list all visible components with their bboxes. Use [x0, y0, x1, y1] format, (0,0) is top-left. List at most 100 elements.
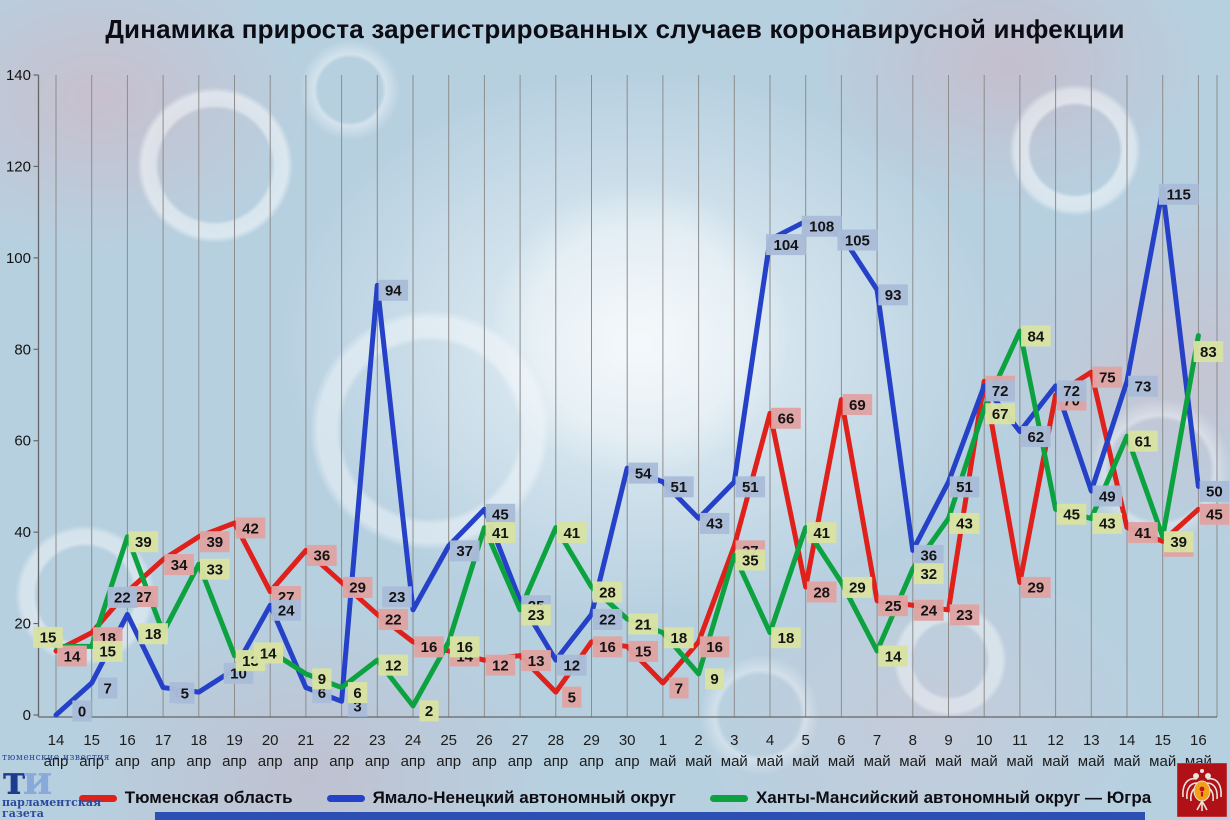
svg-text:9: 9 [318, 671, 326, 688]
svg-text:апр: апр [222, 753, 247, 770]
legend-swatch-blue [326, 794, 365, 802]
svg-text:22: 22 [333, 732, 350, 749]
svg-text:16: 16 [1190, 732, 1207, 749]
svg-text:апр: апр [186, 753, 211, 770]
svg-text:май: май [1042, 753, 1069, 770]
svg-text:120: 120 [6, 158, 31, 175]
svg-text:37: 37 [456, 543, 473, 560]
svg-text:24: 24 [278, 603, 295, 620]
svg-text:66: 66 [778, 411, 795, 428]
svg-text:май: май [828, 753, 855, 770]
svg-text:51: 51 [671, 479, 688, 496]
chart-legend: Тюменская область Ямало-Ненецкий автоном… [0, 788, 1230, 808]
svg-text:апр: апр [115, 753, 140, 770]
legend-label: Ямало-Ненецкий автономный округ [372, 788, 676, 807]
svg-text:23: 23 [956, 607, 973, 624]
legend-label: Тюменская область [124, 788, 293, 807]
svg-text:16: 16 [706, 639, 723, 656]
axes [37, 75, 1217, 718]
svg-text:41: 41 [563, 525, 580, 542]
svg-text:16: 16 [456, 639, 473, 656]
svg-text:51: 51 [956, 479, 973, 496]
svg-text:12: 12 [385, 657, 402, 674]
legend-swatch-red [78, 794, 117, 802]
svg-text:16: 16 [599, 639, 616, 656]
svg-text:май: май [1078, 753, 1105, 770]
svg-text:16: 16 [119, 732, 136, 749]
svg-text:11: 11 [1012, 732, 1028, 749]
svg-text:0: 0 [23, 707, 31, 724]
svg-text:2: 2 [694, 732, 702, 749]
svg-text:5: 5 [802, 732, 810, 749]
svg-text:май: май [1113, 753, 1140, 770]
svg-text:39: 39 [1170, 534, 1187, 551]
svg-text:апр: апр [44, 753, 69, 770]
svg-text:14: 14 [885, 648, 902, 665]
svg-text:апр: апр [258, 753, 283, 770]
svg-text:115: 115 [1167, 187, 1191, 204]
svg-text:41: 41 [492, 525, 509, 542]
newspaper-name-top: тюменские известия [2, 753, 110, 763]
svg-text:май: май [899, 753, 926, 770]
svg-text:25: 25 [440, 732, 457, 749]
svg-text:апр: апр [79, 753, 104, 770]
svg-text:20: 20 [14, 616, 31, 633]
page-title: Динамика прироста зарегистрированных слу… [105, 14, 1125, 44]
svg-text:19: 19 [226, 732, 243, 749]
svg-text:16: 16 [421, 639, 438, 656]
svg-text:5: 5 [568, 689, 576, 706]
svg-text:4: 4 [766, 732, 774, 749]
legend-item-hmao: Ханты-Мансийский автономный округ — Югра [709, 788, 1151, 808]
svg-text:28: 28 [547, 732, 564, 749]
x-axis-labels: 14апр15апр16апр17апр18апр19апр20апр21апр… [44, 732, 1212, 770]
legend-item-yanao: Ямало-Ненецкий автономный округ [326, 788, 676, 808]
svg-text:83: 83 [1200, 344, 1217, 361]
svg-text:105: 105 [845, 232, 870, 249]
legend-swatch-green [709, 794, 748, 802]
svg-text:18: 18 [671, 630, 688, 647]
svg-text:22: 22 [385, 612, 402, 629]
svg-text:май: май [721, 753, 748, 770]
svg-text:28: 28 [599, 584, 616, 601]
svg-text:12: 12 [563, 657, 580, 674]
svg-text:5: 5 [181, 685, 189, 702]
svg-text:69: 69 [849, 397, 866, 414]
newspaper-name-bottom: парламентская газета [2, 796, 102, 820]
svg-text:1: 1 [659, 732, 667, 749]
svg-text:24: 24 [920, 603, 937, 620]
svg-text:18: 18 [145, 626, 162, 643]
svg-text:72: 72 [992, 383, 1009, 400]
svg-text:3: 3 [730, 732, 738, 749]
svg-text:апр: апр [293, 753, 318, 770]
svg-text:21: 21 [298, 732, 315, 749]
svg-text:26: 26 [476, 732, 493, 749]
svg-text:17: 17 [155, 732, 172, 749]
svg-text:140: 140 [6, 67, 31, 84]
y-axis-labels: 0 20 40 60 80 100 120 140 [6, 67, 39, 724]
svg-text:93: 93 [885, 287, 902, 304]
svg-text:6: 6 [318, 685, 326, 702]
newspaper-logo: тюменские известия ти парламентская газе… [2, 753, 132, 820]
svg-text:24: 24 [405, 732, 422, 749]
svg-text:75: 75 [1099, 369, 1116, 386]
svg-text:27: 27 [512, 732, 529, 749]
svg-text:6: 6 [353, 685, 361, 702]
svg-text:33: 33 [206, 561, 223, 578]
svg-text:84: 84 [1028, 328, 1045, 345]
svg-text:28: 28 [813, 584, 830, 601]
svg-text:15: 15 [99, 644, 116, 661]
svg-text:40: 40 [14, 524, 31, 541]
svg-text:апр: апр [151, 753, 176, 770]
svg-text:7: 7 [873, 732, 881, 749]
svg-text:50: 50 [1206, 484, 1223, 501]
svg-text:94: 94 [385, 283, 402, 300]
svg-text:14: 14 [260, 645, 277, 662]
svg-text:май: май [756, 753, 783, 770]
svg-text:апр: апр [436, 753, 461, 770]
eagle-emblem-icon [1177, 763, 1227, 817]
svg-text:8: 8 [909, 732, 917, 749]
bottom-blue-bar [155, 812, 1145, 820]
svg-text:апр: апр [401, 753, 426, 770]
